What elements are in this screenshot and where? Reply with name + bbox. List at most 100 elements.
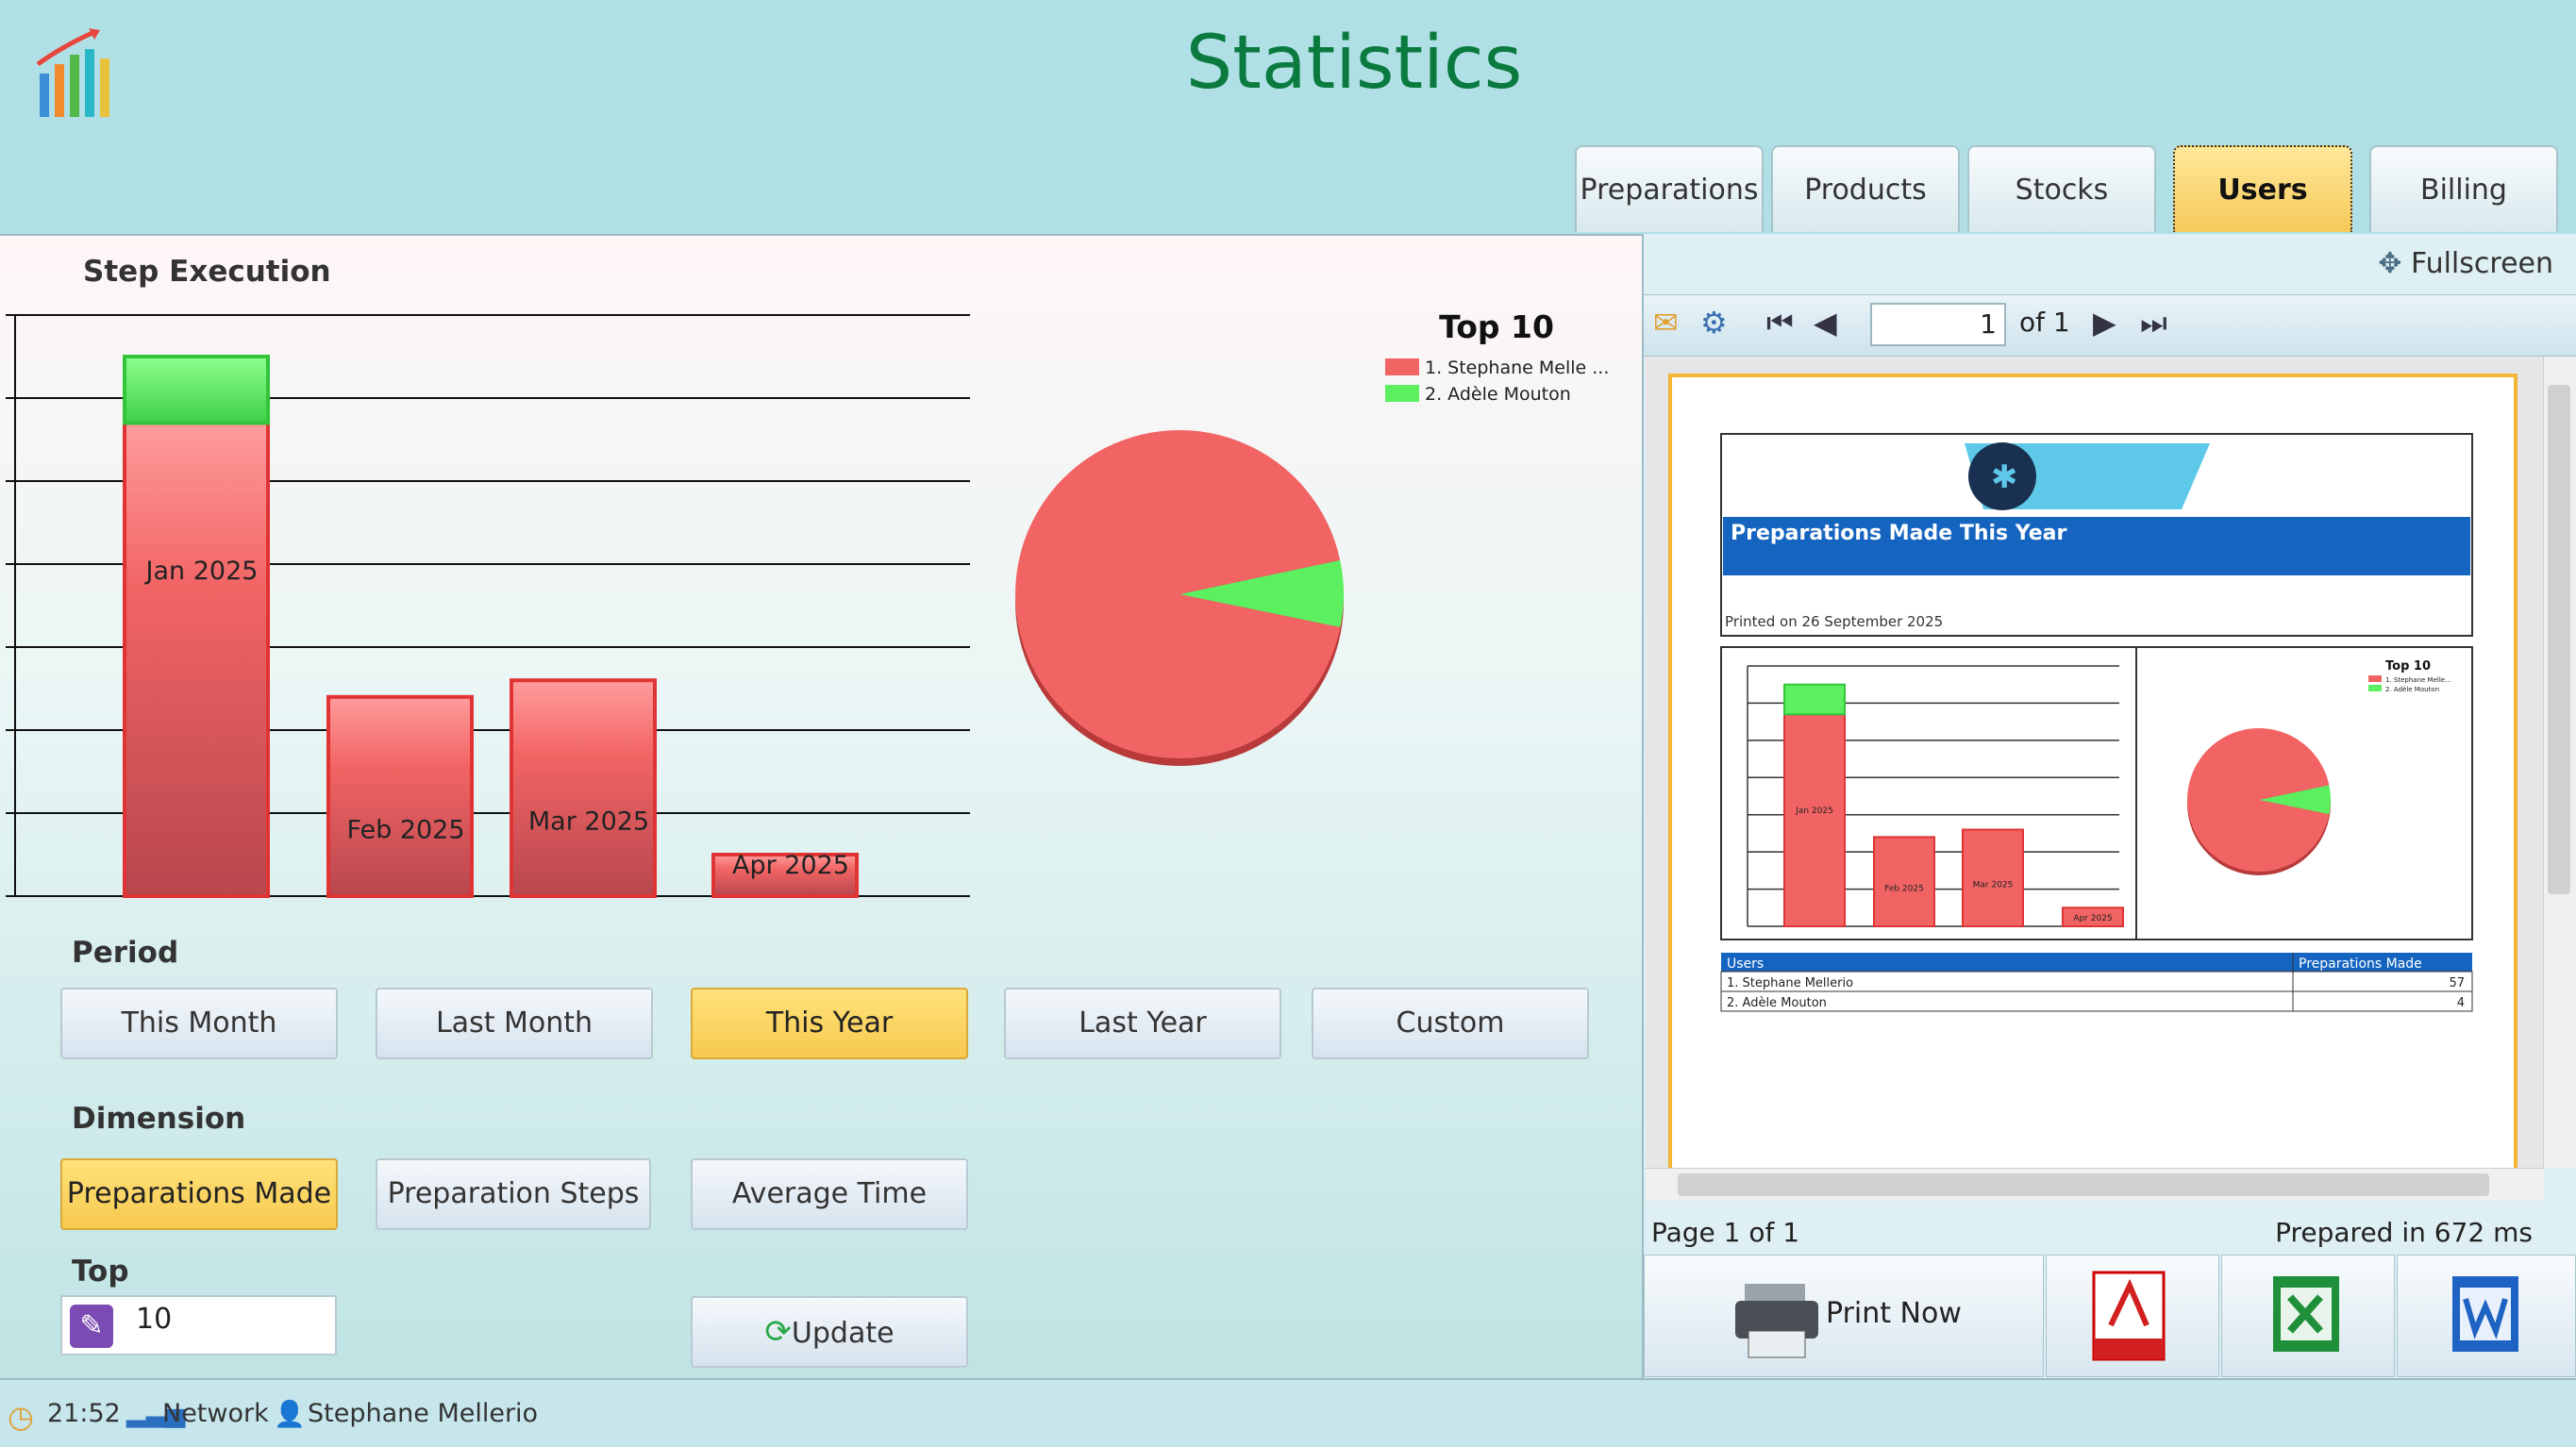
- report-table-header-users: Users: [1727, 956, 1764, 972]
- report-page: ✱ Preparations Made This Year Printed on…: [1668, 374, 2517, 1175]
- tab-users[interactable]: Users: [2173, 145, 2352, 232]
- last-year-button[interactable]: Last Year: [1004, 988, 1281, 1059]
- previous-page-icon[interactable]: ◀: [1814, 305, 1837, 341]
- report-row-user: 2. Adèle Mouton: [1727, 996, 1827, 1010]
- update-label: Update: [791, 1317, 895, 1350]
- pdf-icon: [2092, 1271, 2166, 1361]
- page-title: Statistics: [1185, 21, 1523, 106]
- custom-button[interactable]: Custom: [1312, 988, 1589, 1059]
- print-now-button[interactable]: Print Now: [1644, 1255, 2044, 1377]
- pie-slice: [1179, 559, 1344, 628]
- export-word-button[interactable]: [2397, 1255, 2576, 1377]
- user-icon: 👤: [274, 1400, 306, 1429]
- pie-legend-title: Top 10: [1439, 311, 1554, 345]
- settings-icon[interactable]: ⚙: [1700, 305, 1728, 341]
- report-mini-bar-chart: Jan 2025 Feb 2025 Mar 2025 Apr 2025: [1747, 665, 2124, 927]
- mini-bar-label: Apr 2025: [2073, 914, 2112, 923]
- report-page-content: ✱ Preparations Made This Year Printed on…: [1720, 433, 2473, 1012]
- clock-icon: ◷: [8, 1399, 34, 1435]
- report-row-value: 4: [2457, 996, 2465, 1010]
- mini-bar-segment: [1783, 683, 1846, 716]
- bar-segment: [123, 355, 270, 425]
- this-month-button[interactable]: This Month: [60, 988, 338, 1059]
- period-label: Period: [72, 936, 179, 970]
- email-icon[interactable]: ✉: [1653, 305, 1679, 341]
- legend-swatch: [1385, 358, 1419, 375]
- page-status: Page 1 of 1: [1651, 1217, 1800, 1248]
- bar-category-label: Apr 2025: [732, 851, 849, 880]
- page-count: of 1: [2019, 307, 2070, 338]
- mini-bar: [1783, 713, 1846, 927]
- bar-chart: Jan 2025 Feb 2025 Mar 2025 Apr 2025: [6, 314, 970, 899]
- move-arrows-icon: ✥: [2378, 247, 2402, 280]
- statistics-panel: Step Execution Jan 2025 Feb 2025 Mar 2025 A…: [0, 234, 1642, 1378]
- legend-label: 1. Stephane Melle ...: [1425, 358, 1609, 378]
- last-month-button[interactable]: Last Month: [376, 988, 653, 1059]
- legend-label: 2. Adèle Mouton: [1425, 384, 1571, 405]
- bar: [510, 678, 657, 899]
- this-year-button[interactable]: This Year: [691, 988, 968, 1059]
- vertical-scrollbar[interactable]: [2543, 357, 2576, 1168]
- dimension-label: Dimension: [72, 1102, 246, 1136]
- tab-products[interactable]: Products: [1771, 145, 1960, 232]
- preparation-steps-button[interactable]: Preparation Steps: [376, 1158, 651, 1230]
- bar: [326, 694, 474, 898]
- status-time: 21:52: [47, 1399, 121, 1428]
- mini-bar-label: Feb 2025: [1884, 885, 1924, 894]
- mini-legend-label: 1. Stephane Melle...: [2385, 676, 2451, 684]
- section-title: Step Execution: [83, 255, 331, 289]
- report-preview: ✱ Preparations Made This Year Printed on…: [1646, 357, 2544, 1175]
- average-time-button[interactable]: Average Time: [691, 1158, 968, 1230]
- refresh-icon: ⟳: [764, 1313, 792, 1351]
- preparations-made-button[interactable]: Preparations Made: [60, 1158, 338, 1230]
- scroll-thumb[interactable]: [1678, 1173, 2489, 1196]
- header: Statistics Preparations Products Stocks …: [0, 0, 2576, 234]
- mini-bar: [2062, 906, 2124, 927]
- mini-legend-title: Top 10: [2385, 659, 2431, 674]
- page-number-input[interactable]: 1: [1870, 303, 2006, 346]
- mini-legend-swatch: [2368, 685, 2382, 691]
- legend-swatch: [1385, 385, 1419, 402]
- bar-category-label: Feb 2025: [346, 815, 464, 844]
- update-button[interactable]: ⟳Update: [691, 1296, 968, 1368]
- next-page-icon[interactable]: ▶: [2093, 305, 2116, 341]
- bar: [123, 421, 270, 899]
- report-table-header-prep: Preparations Made: [2299, 956, 2422, 972]
- report-heading: Preparations Made This Year: [1731, 522, 2066, 545]
- bar-category-label: Jan 2025: [144, 557, 259, 586]
- top-input[interactable]: ✎ 10: [60, 1295, 337, 1356]
- printer-icon: [1735, 1284, 1818, 1358]
- statistics-logo-icon: [36, 28, 109, 117]
- bar-category-label: Mar 2025: [528, 807, 649, 837]
- mini-pie-slice: [2187, 728, 2330, 872]
- word-icon: [2452, 1276, 2518, 1352]
- top-label: Top: [72, 1255, 129, 1289]
- bar: [711, 853, 859, 898]
- top-value: 10: [136, 1303, 173, 1336]
- export-toolbar: Print Now: [1644, 1255, 2576, 1377]
- pie-chart: Top 10 1. Stephane Melle ... 2. Adèle Mout…: [1015, 311, 1609, 766]
- print-now-label: Print Now: [1826, 1297, 1962, 1330]
- first-page-icon[interactable]: ⏮: [1766, 305, 1794, 341]
- scroll-thumb[interactable]: [2548, 385, 2570, 894]
- horizontal-scrollbar[interactable]: [1646, 1168, 2544, 1201]
- status-user: Stephane Mellerio: [308, 1399, 539, 1428]
- tab-bar: Preparations Products Stocks Users Billi…: [1571, 145, 2576, 234]
- tab-billing[interactable]: Billing: [2369, 145, 2558, 232]
- viewer-toolbar: ✉ ⚙ ⏮ ◀ 1 of 1 ▶ ⏭: [1644, 294, 2576, 357]
- export-excel-button[interactable]: [2221, 1255, 2395, 1377]
- mini-bar: [1873, 836, 1935, 927]
- prepared-time: Prepared in 672 ms: [2275, 1217, 2533, 1248]
- tab-stocks[interactable]: Stocks: [1967, 145, 2156, 232]
- mini-bar-label: Jan 2025: [1795, 807, 1833, 816]
- last-page-icon[interactable]: ⏭: [2140, 305, 2167, 341]
- excel-icon: [2273, 1276, 2339, 1352]
- report-viewer-panel: ✥ Fullscreen ✉ ⚙ ⏮ ◀ 1 of 1 ▶ ⏭ ✱ Prepar…: [1642, 234, 2576, 1378]
- fullscreen-button[interactable]: ✥ Fullscreen: [2378, 247, 2553, 280]
- pie-slice: [1015, 429, 1341, 758]
- mini-pie-slice: [2259, 785, 2331, 815]
- report-mini-pie-chart: Top 10 1. Stephane Melle... 2. Adèle Mouto…: [2187, 659, 2451, 875]
- tab-preparations[interactable]: Preparations: [1575, 145, 1764, 232]
- export-pdf-button[interactable]: [2046, 1255, 2219, 1377]
- mini-bar-label: Mar 2025: [1973, 881, 2014, 890]
